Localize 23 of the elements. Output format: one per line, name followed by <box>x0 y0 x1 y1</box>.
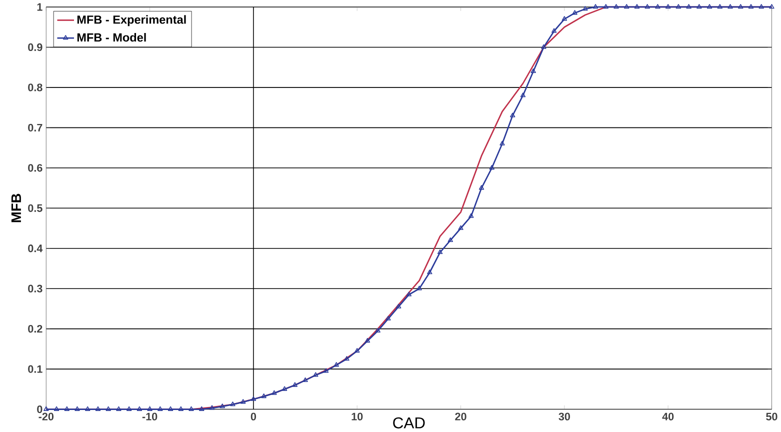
x-tick-label: 10 <box>352 412 363 421</box>
y-tick-label: 0.2 <box>28 325 42 333</box>
y-tick-label: 0.7 <box>28 124 42 132</box>
y-tick-label: 0.6 <box>28 164 42 172</box>
y-tick-label: 0.8 <box>28 84 42 92</box>
y-tick-label: 0.9 <box>28 44 42 52</box>
legend-label: MFB - Experimental <box>77 15 186 26</box>
x-tick-label: 0 <box>250 412 256 421</box>
legend-label: MFB - Model <box>77 33 146 42</box>
x-tick-label: 20 <box>455 412 466 421</box>
y-tick-label: 0.1 <box>28 365 42 374</box>
x-tick-label: -10 <box>142 412 158 421</box>
x-tick-label: 40 <box>662 412 674 421</box>
y-tick-label: 0.5 <box>28 204 42 212</box>
y-tick-label: 1 <box>37 3 42 11</box>
y-axis-title: MFB <box>11 194 21 222</box>
x-axis-title: CAD <box>393 417 425 429</box>
y-tick-label: 0.4 <box>28 244 43 252</box>
x-tick-label: 50 <box>766 412 778 421</box>
x-tick-label: -20 <box>38 412 54 421</box>
x-tick-label: 30 <box>558 412 570 421</box>
y-tick-label: 0.3 <box>28 284 42 293</box>
y-tick-label: 0 <box>37 406 42 414</box>
